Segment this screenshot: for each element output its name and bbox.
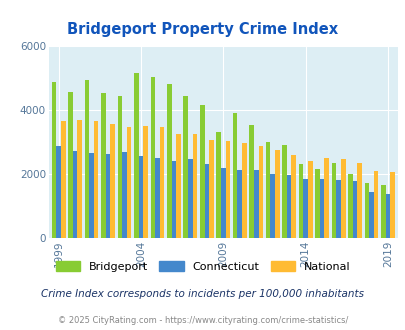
Bar <box>56 146 61 238</box>
Bar <box>253 170 258 238</box>
Bar <box>94 121 98 238</box>
Text: © 2025 CityRating.com - https://www.cityrating.com/crime-statistics/: © 2025 CityRating.com - https://www.city… <box>58 315 347 325</box>
Bar <box>159 127 164 238</box>
Bar <box>143 126 147 238</box>
Bar <box>155 158 159 238</box>
Bar <box>270 174 274 238</box>
Bar <box>335 180 340 238</box>
Bar <box>258 146 262 238</box>
Bar <box>340 159 345 238</box>
Bar <box>77 120 82 238</box>
Bar <box>298 164 303 238</box>
Bar <box>220 168 225 238</box>
Bar <box>216 132 220 238</box>
Bar <box>274 149 279 238</box>
Bar <box>281 145 286 238</box>
Bar <box>237 170 241 238</box>
Bar <box>249 125 253 238</box>
Bar <box>380 185 385 238</box>
Bar <box>122 152 126 238</box>
Bar <box>72 151 77 238</box>
Text: Bridgeport Property Crime Index: Bridgeport Property Crime Index <box>67 22 338 37</box>
Bar <box>241 143 246 238</box>
Legend: Bridgeport, Connecticut, National: Bridgeport, Connecticut, National <box>51 256 354 276</box>
Text: Crime Index corresponds to incidents per 100,000 inhabitants: Crime Index corresponds to incidents per… <box>41 289 364 299</box>
Bar <box>51 82 56 238</box>
Bar <box>286 175 291 238</box>
Bar <box>192 134 197 238</box>
Bar <box>84 80 89 238</box>
Bar <box>150 78 155 238</box>
Bar <box>126 127 131 238</box>
Bar <box>307 161 312 238</box>
Bar <box>171 161 176 238</box>
Bar <box>347 174 352 238</box>
Bar <box>291 155 295 238</box>
Bar <box>138 156 143 238</box>
Bar <box>183 96 188 238</box>
Bar <box>110 124 115 238</box>
Bar <box>389 172 394 238</box>
Bar <box>105 154 110 238</box>
Bar <box>225 141 230 238</box>
Bar <box>352 181 356 238</box>
Bar <box>324 158 328 238</box>
Bar <box>117 96 122 238</box>
Bar <box>68 92 72 238</box>
Bar <box>385 194 389 238</box>
Bar <box>373 171 377 238</box>
Bar <box>314 169 319 238</box>
Bar <box>101 93 105 238</box>
Bar <box>232 113 237 238</box>
Bar <box>303 179 307 238</box>
Bar <box>209 140 213 238</box>
Bar <box>265 142 270 238</box>
Bar <box>204 164 209 238</box>
Bar <box>319 179 324 238</box>
Bar <box>176 134 180 238</box>
Bar <box>61 121 65 238</box>
Bar <box>166 84 171 238</box>
Bar <box>356 163 361 238</box>
Bar <box>89 153 94 238</box>
Bar <box>331 163 335 238</box>
Bar <box>368 192 373 238</box>
Bar <box>134 73 138 238</box>
Bar <box>199 105 204 238</box>
Bar <box>364 183 368 238</box>
Bar <box>188 159 192 238</box>
